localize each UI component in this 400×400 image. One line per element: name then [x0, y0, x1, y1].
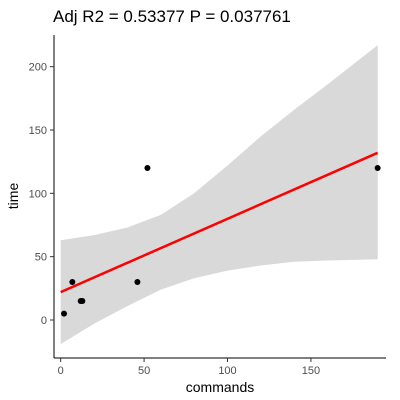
fit-line-layer [60, 151, 379, 294]
x-axis-title: commands [186, 379, 254, 395]
y-tick-label: 200 [29, 62, 47, 74]
y-tick-label: 50 [35, 252, 47, 264]
x-tick-label: 50 [138, 365, 150, 377]
data-point [69, 279, 76, 285]
x-tick-label: 150 [302, 365, 320, 377]
y-ticks: 0 50 100 150 200 [29, 62, 54, 327]
data-point [134, 279, 141, 285]
confidence-band [60, 45, 378, 345]
data-point [144, 165, 151, 171]
x-tick-label: 0 [58, 365, 64, 377]
y-tick-label: 100 [29, 188, 47, 200]
confidence-band-layer [60, 45, 378, 345]
x-tick-label: 100 [218, 365, 236, 377]
axes-layer [53, 35, 386, 359]
points-layer [61, 165, 381, 317]
data-point [374, 165, 381, 171]
data-point [61, 310, 68, 317]
y-tick-label: 150 [29, 125, 47, 137]
chart-title: Adj R2 = 0.53377 P = 0.037761 [53, 7, 291, 26]
fit-line [60, 151, 379, 294]
y-tick-label: 0 [41, 315, 47, 327]
x-ticks: 0 50 100 150 [58, 358, 320, 377]
y-axis-title: time [5, 183, 21, 210]
data-point [79, 298, 86, 304]
